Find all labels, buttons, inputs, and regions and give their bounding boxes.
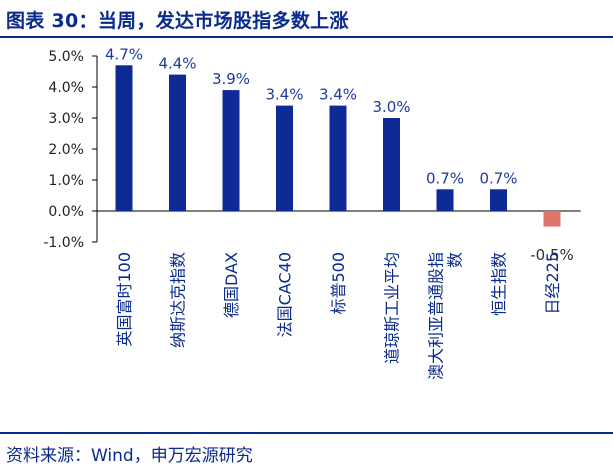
data-label: 3.4% bbox=[319, 86, 357, 104]
bar bbox=[222, 90, 240, 211]
x-tick-label-group: 澳大利亚普通股指数 bbox=[427, 252, 465, 380]
x-tick-label-group: 德国DAX bbox=[222, 252, 241, 318]
bar bbox=[490, 189, 507, 211]
data-label: 0.7% bbox=[479, 169, 517, 187]
x-tick-label-group: 恒生指数 bbox=[490, 252, 509, 316]
x-tick-label: 日经225 bbox=[543, 252, 562, 315]
y-tick-label: 5.0% bbox=[48, 49, 84, 65]
x-tick-label: 纳斯达克指数 bbox=[169, 252, 188, 348]
title-divider bbox=[0, 36, 613, 38]
bar bbox=[436, 189, 454, 211]
bar bbox=[115, 65, 133, 211]
y-tick-label: 0.0% bbox=[48, 204, 84, 220]
source-note: 资料来源：Wind，申万宏源研究 bbox=[6, 446, 253, 466]
x-tick-label-group: 法国CAC40 bbox=[276, 252, 295, 337]
footer-divider bbox=[0, 432, 613, 434]
bar bbox=[276, 105, 293, 211]
x-tick-label: 道琼斯工业平均 bbox=[383, 252, 402, 364]
y-tick-label: 1.0% bbox=[48, 173, 84, 189]
bar bbox=[169, 74, 186, 211]
x-tick-label-group: 标普500 bbox=[329, 252, 348, 315]
data-label: -0.5% bbox=[530, 246, 574, 264]
data-label: 3.9% bbox=[212, 70, 250, 88]
y-tick-label: 3.0% bbox=[48, 111, 84, 127]
data-label: 0.7% bbox=[426, 169, 464, 187]
data-label: 3.0% bbox=[372, 98, 410, 116]
x-tick-label: 英国富时100 bbox=[115, 252, 134, 347]
x-tick-label-group: 英国富时100 bbox=[115, 252, 134, 347]
data-label: 4.7% bbox=[105, 45, 143, 63]
data-label: 3.4% bbox=[265, 86, 303, 104]
x-tick-label-group: 道琼斯工业平均 bbox=[383, 252, 402, 364]
bar bbox=[543, 211, 561, 227]
x-tick-label: 德国DAX bbox=[222, 252, 241, 318]
y-tick-label: -1.0% bbox=[43, 235, 84, 251]
x-tick-label: 法国CAC40 bbox=[276, 252, 295, 337]
x-tick-label-group: 日经225 bbox=[543, 252, 562, 315]
bar bbox=[383, 118, 400, 211]
x-tick-label: 标普500 bbox=[329, 252, 348, 315]
x-tick-label: 澳大利亚普通股指数 bbox=[427, 252, 465, 380]
x-tick-label-group: 纳斯达克指数 bbox=[169, 252, 188, 348]
y-tick-label: 4.0% bbox=[48, 80, 84, 96]
bar bbox=[329, 105, 347, 211]
chart-title: 图表 30：当周，发达市场股指多数上涨 bbox=[6, 10, 349, 32]
x-tick-label: 恒生指数 bbox=[490, 252, 509, 316]
y-tick-label: 2.0% bbox=[48, 142, 84, 158]
data-label: 4.4% bbox=[158, 55, 196, 73]
